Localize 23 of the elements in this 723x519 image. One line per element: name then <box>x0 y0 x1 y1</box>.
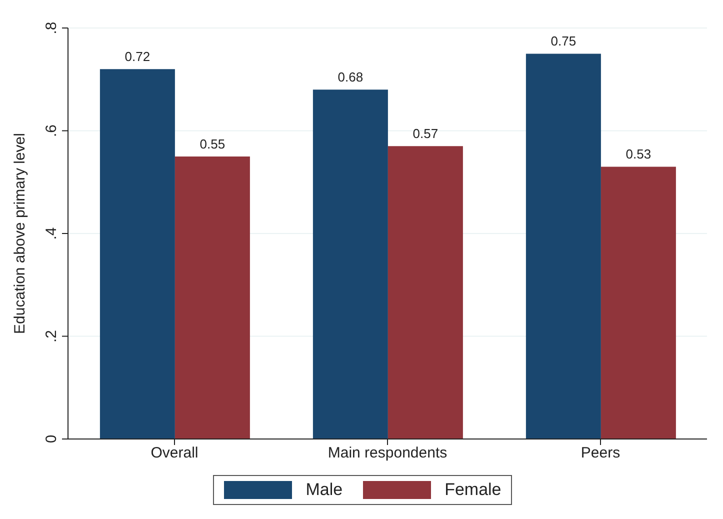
x-tick-label: Main respondents <box>328 444 448 462</box>
data-label: 0.75 <box>550 34 576 49</box>
y-tick-label: .8 <box>43 22 60 34</box>
data-label: 0.55 <box>200 136 226 152</box>
data-label: 0.72 <box>124 49 150 64</box>
x-tick-label: Peers <box>580 444 620 462</box>
x-tick-label: Overall <box>150 444 198 462</box>
data-label: 0.53 <box>626 146 652 162</box>
y-tick-label: 0 <box>43 434 60 444</box>
y-tick-label: .6 <box>43 124 60 138</box>
y-tick-label: .4 <box>43 227 60 240</box>
legend-label: Male <box>306 480 343 500</box>
bar <box>100 69 175 439</box>
bar <box>526 54 601 439</box>
data-label: 0.57 <box>412 126 438 142</box>
y-axis-title: Education above primary level <box>11 133 28 334</box>
legend-label: Female <box>444 480 502 500</box>
bar <box>312 90 388 439</box>
bar <box>174 156 250 439</box>
y-tick-label: .2 <box>43 330 60 343</box>
data-label: 0.68 <box>338 70 364 85</box>
bar <box>600 166 676 439</box>
bar <box>388 146 463 439</box>
